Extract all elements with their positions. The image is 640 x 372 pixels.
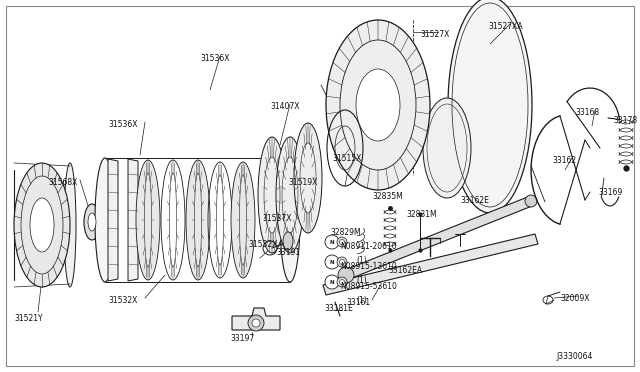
Ellipse shape <box>231 162 255 278</box>
Ellipse shape <box>64 163 76 287</box>
Text: N08911-20610: N08911-20610 <box>340 242 397 251</box>
Text: 31532X: 31532X <box>108 296 138 305</box>
Text: 31568X: 31568X <box>48 178 77 187</box>
Ellipse shape <box>280 158 300 282</box>
Text: 31537X: 31537X <box>262 214 291 223</box>
Ellipse shape <box>14 163 70 287</box>
Text: 33162EA: 33162EA <box>388 266 422 275</box>
Text: 31532X: 31532X <box>248 240 277 249</box>
Ellipse shape <box>88 213 96 231</box>
Text: 31536X: 31536X <box>200 54 230 63</box>
Text: 32831M: 32831M <box>406 210 436 219</box>
Text: (1): (1) <box>356 276 367 285</box>
Polygon shape <box>345 196 532 280</box>
Text: N: N <box>330 260 334 264</box>
Text: 33169: 33169 <box>598 188 622 197</box>
Polygon shape <box>108 159 118 281</box>
Ellipse shape <box>186 160 210 280</box>
Text: 32009X: 32009X <box>560 294 589 303</box>
Circle shape <box>325 275 339 289</box>
Ellipse shape <box>338 267 354 283</box>
Text: N: N <box>330 240 334 244</box>
Ellipse shape <box>525 195 537 207</box>
Text: 33191: 33191 <box>276 248 300 257</box>
Circle shape <box>325 255 339 269</box>
Text: N08915-13610: N08915-13610 <box>340 262 397 271</box>
Ellipse shape <box>258 137 286 253</box>
Text: 33161: 33161 <box>346 298 370 307</box>
Ellipse shape <box>294 123 322 233</box>
Ellipse shape <box>448 0 532 213</box>
Ellipse shape <box>84 204 100 240</box>
Ellipse shape <box>337 277 347 287</box>
Ellipse shape <box>283 232 293 250</box>
Polygon shape <box>128 159 138 281</box>
Text: N: N <box>330 279 334 285</box>
Text: N08915-53610: N08915-53610 <box>340 282 397 291</box>
Ellipse shape <box>136 160 160 280</box>
Ellipse shape <box>423 98 471 198</box>
Text: 31407X: 31407X <box>270 102 300 111</box>
Text: J3330064: J3330064 <box>556 352 593 361</box>
Text: 32835M: 32835M <box>372 192 403 201</box>
Ellipse shape <box>95 158 115 282</box>
Ellipse shape <box>252 319 260 327</box>
Text: 33181E: 33181E <box>324 304 353 313</box>
Ellipse shape <box>337 237 347 247</box>
Ellipse shape <box>339 279 344 285</box>
Text: 33197: 33197 <box>230 334 254 343</box>
Text: 31519X: 31519X <box>288 178 317 187</box>
Text: 31521Y: 31521Y <box>14 314 43 323</box>
Ellipse shape <box>339 260 344 264</box>
Polygon shape <box>323 234 538 295</box>
Text: 33178: 33178 <box>613 116 637 125</box>
Ellipse shape <box>337 257 347 267</box>
Text: 31527XA: 31527XA <box>488 22 523 31</box>
Circle shape <box>325 235 339 249</box>
Text: 33162E: 33162E <box>460 196 489 205</box>
Text: 33162: 33162 <box>552 156 576 165</box>
Text: 31536X: 31536X <box>108 120 138 129</box>
Ellipse shape <box>276 137 304 253</box>
Ellipse shape <box>326 20 430 190</box>
Text: 33168: 33168 <box>575 108 599 117</box>
Ellipse shape <box>30 198 54 252</box>
Text: (1): (1) <box>356 256 367 265</box>
Text: 32829M: 32829M <box>330 228 360 237</box>
Ellipse shape <box>248 315 264 331</box>
Text: 31527X: 31527X <box>420 30 449 39</box>
Text: (1): (1) <box>356 296 367 305</box>
Text: 31515X: 31515X <box>332 154 362 163</box>
Ellipse shape <box>356 69 400 141</box>
Polygon shape <box>232 308 280 330</box>
Ellipse shape <box>339 240 344 244</box>
